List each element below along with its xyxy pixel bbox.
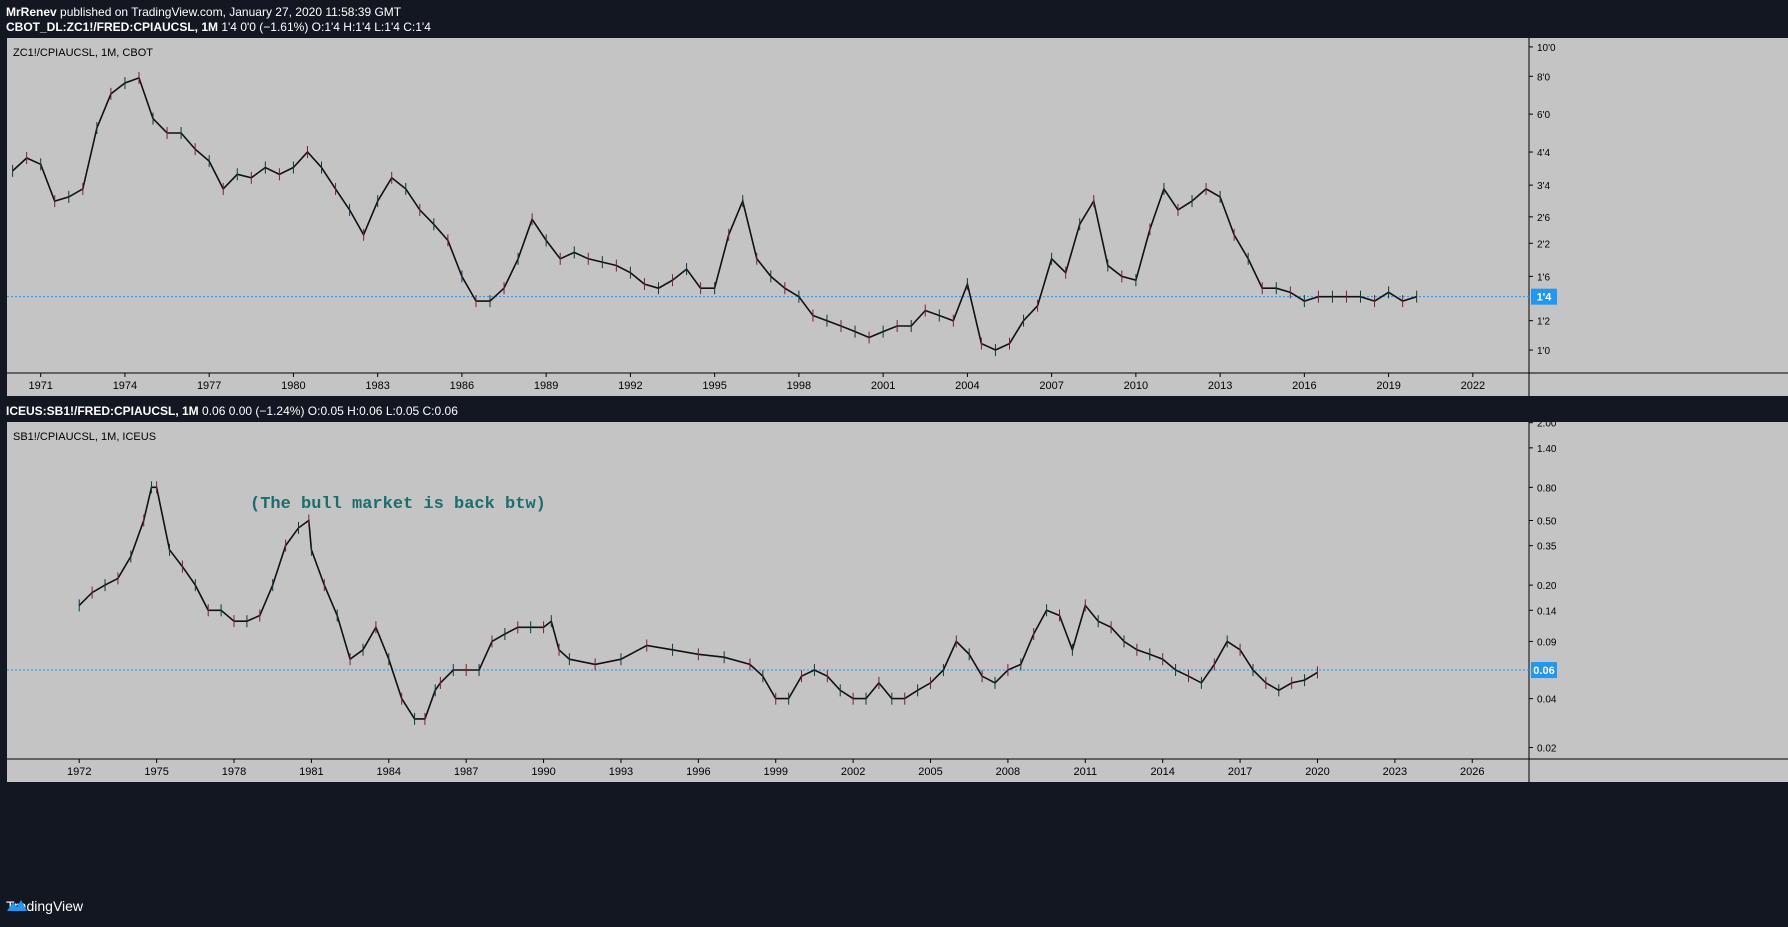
- x-tick-label: 2026: [1460, 766, 1484, 778]
- footer-brand[interactable]: TradingView: [6, 898, 83, 914]
- chart-pane-1[interactable]: 10'0 8'0 6'0 4'4 3'4 2'6 2'2 1'6 1'2 1'0 1971 1974 1…: [7, 38, 1788, 396]
- last-price-badge: [1531, 288, 1557, 305]
- author-name[interactable]: MrRenev: [6, 5, 57, 19]
- price-scale: [1529, 38, 1788, 396]
- chart-annotation: (The bull market is back btw): [250, 495, 546, 514]
- y-tick-label: 6'0: [1537, 110, 1550, 121]
- y-tick-label: 1'0: [1537, 346, 1550, 357]
- y-tick-label: 0.80: [1537, 483, 1557, 494]
- tradingview-logo-icon: [7, 900, 27, 911]
- x-tick-label: 2007: [1039, 380, 1063, 392]
- y-tick-label: 1.40: [1537, 444, 1557, 455]
- pane1-symbol[interactable]: CBOT_DL:ZC1!/FRED:CPIAUCSL, 1M: [6, 20, 218, 34]
- x-tick-label: 1998: [787, 380, 811, 392]
- pane-legend: ZC1!/CPIAUCSL, 1M, CBOT: [13, 47, 153, 59]
- x-tick-label: 1996: [686, 766, 710, 778]
- y-tick-label: 1'6: [1537, 272, 1550, 283]
- x-tick-label: 2020: [1305, 766, 1329, 778]
- x-tick-label: 1992: [618, 380, 642, 392]
- y-tick-label: 0.04: [1537, 695, 1557, 706]
- y-tick-label: 2.00: [1537, 422, 1557, 430]
- y-tick-label: 3'4: [1537, 181, 1550, 192]
- last-price-label: 1'4: [1537, 292, 1553, 304]
- x-tick-label: 2004: [955, 380, 979, 392]
- x-tick-label: 1995: [702, 380, 726, 392]
- x-tick-label: 2005: [918, 766, 942, 778]
- y-tick-label: 0.02: [1537, 744, 1557, 755]
- x-tick-label: 2016: [1292, 380, 1316, 392]
- x-tick-label: 2014: [1150, 766, 1174, 778]
- y-tick-label: 8'0: [1537, 72, 1550, 83]
- y-tick-label: 10'0: [1537, 43, 1556, 54]
- x-tick-label: 2002: [841, 766, 865, 778]
- x-tick-label: 2013: [1208, 380, 1232, 392]
- x-tick-label: 1989: [534, 380, 558, 392]
- x-tick-label: 1999: [763, 766, 787, 778]
- y-tick-label: 1'2: [1537, 317, 1550, 328]
- x-tick-label: 2019: [1376, 380, 1400, 392]
- pane2-svg: 2.00 1.40 0.80 0.50 0.35 0.20 0.14 0.09 0.04 0.02…: [7, 422, 1788, 782]
- pane2-symbol[interactable]: ICEUS:SB1!/FRED:CPIAUCSL, 1M: [6, 404, 199, 418]
- x-tick-label: 2008: [996, 766, 1020, 778]
- x-tick-label: 2017: [1228, 766, 1252, 778]
- price-scale: [1529, 422, 1788, 782]
- x-tick-label: 2022: [1461, 380, 1485, 392]
- x-tick-label: 1993: [609, 766, 633, 778]
- y-tick-label: 2'2: [1537, 239, 1550, 250]
- x-tick-label: 2023: [1383, 766, 1407, 778]
- x-tick-label: 1987: [454, 766, 478, 778]
- y-tick-label: 0.14: [1537, 606, 1557, 617]
- x-tick-label: 1984: [377, 766, 401, 778]
- x-tick-label: 1978: [222, 766, 246, 778]
- y-tick-label: 0.20: [1537, 581, 1557, 592]
- x-tick-label: 1971: [28, 380, 52, 392]
- pane1-ohlc: 1'4 0'0 (−1.61%) O:1'4 H:1'4 L:1'4 C:1'4: [221, 20, 431, 34]
- y-tick-label: 0.50: [1537, 516, 1557, 527]
- x-tick-label: 1981: [299, 766, 323, 778]
- price-series-line: [78, 486, 1318, 720]
- pane2-info-line: ICEUS:SB1!/FRED:CPIAUCSL, 1M 0.06 0.00 (…: [6, 404, 458, 418]
- published-line: MrRenev published on TradingView.com, Ja…: [6, 5, 401, 19]
- y-tick-label: 0.09: [1537, 637, 1557, 648]
- pane-legend: SB1!/CPIAUCSL, 1M, ICEUS: [13, 431, 156, 443]
- x-tick-label: 1974: [113, 380, 137, 392]
- x-tick-label: 2001: [871, 380, 895, 392]
- x-tick-label: 1980: [281, 380, 305, 392]
- published-text: published on TradingView.com, January 27…: [60, 5, 402, 19]
- x-tick-label: 1972: [67, 766, 91, 778]
- pane1-info-line: CBOT_DL:ZC1!/FRED:CPIAUCSL, 1M 1'4 0'0 (…: [6, 20, 431, 34]
- pane2-ohlc: 0.06 0.00 (−1.24%) O:0.05 H:0.06 L:0.05 …: [202, 404, 458, 418]
- chart-pane-2[interactable]: 2.00 1.40 0.80 0.50 0.35 0.20 0.14 0.09 0.04 0.02…: [7, 422, 1788, 782]
- x-tick-label: 1975: [144, 766, 168, 778]
- y-tick-label: 4'4: [1537, 148, 1550, 159]
- y-tick-label: 0.35: [1537, 542, 1557, 553]
- last-price-label: 0.06: [1533, 665, 1554, 677]
- x-tick-label: 2010: [1124, 380, 1148, 392]
- price-series-line: [12, 76, 1417, 351]
- x-tick-label: 2011: [1073, 766, 1097, 778]
- pane1-svg: 10'0 8'0 6'0 4'4 3'4 2'6 2'2 1'6 1'2 1'0 1971 1974 1…: [7, 38, 1788, 396]
- x-tick-label: 1986: [450, 380, 474, 392]
- last-price-badge: [1531, 662, 1557, 679]
- x-tick-label: 1990: [531, 766, 555, 778]
- y-tick-label: 2'6: [1537, 213, 1550, 224]
- x-tick-label: 1983: [365, 380, 389, 392]
- x-tick-label: 1977: [197, 380, 221, 392]
